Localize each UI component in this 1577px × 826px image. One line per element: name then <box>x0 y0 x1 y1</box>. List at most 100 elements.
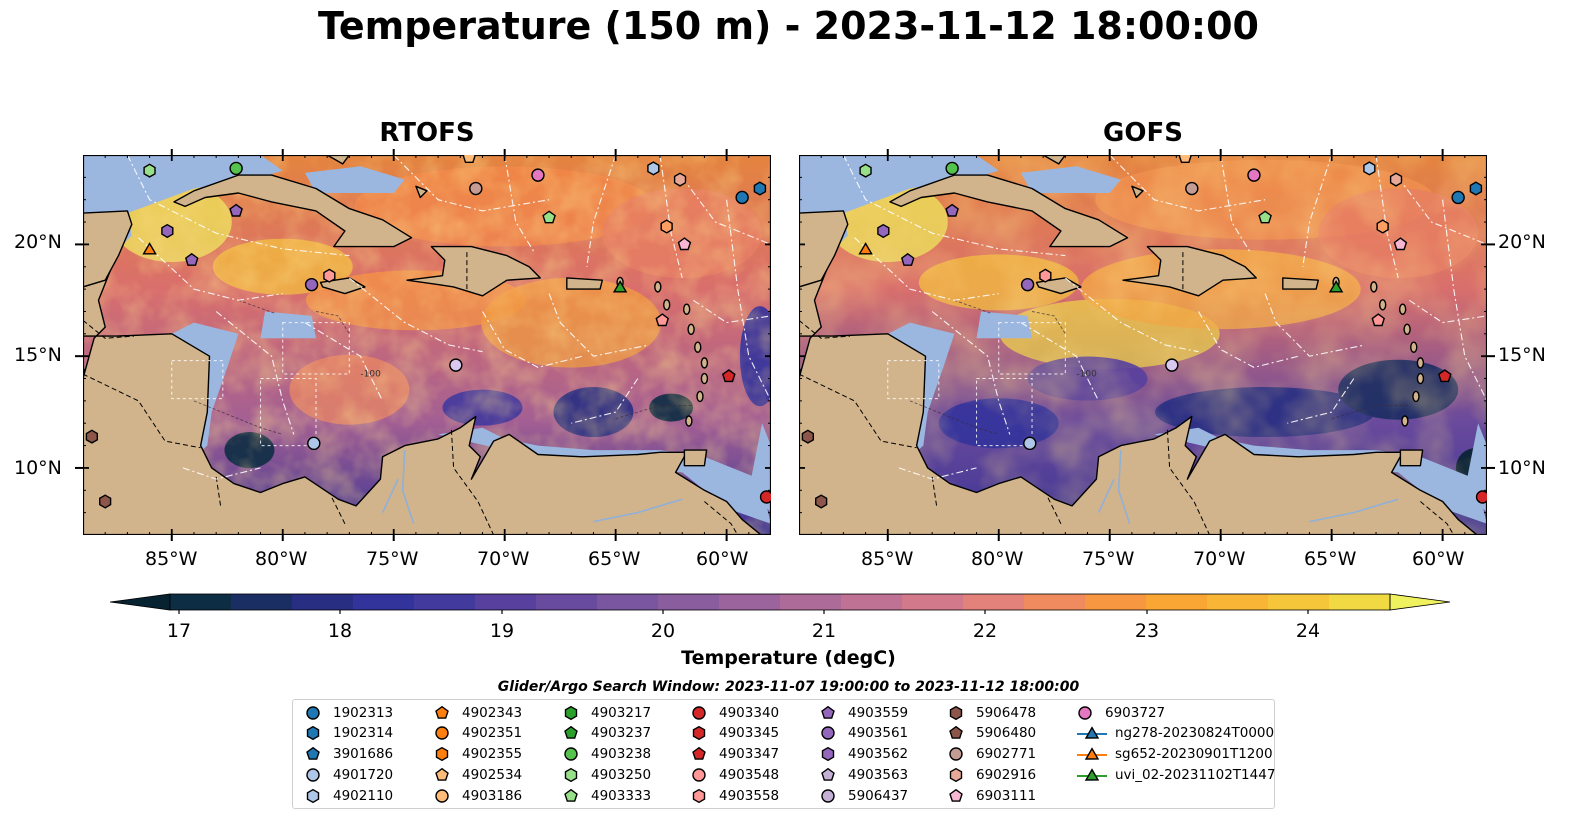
float-marker-4903238[interactable] <box>229 161 243 176</box>
float-markers <box>801 155 1487 509</box>
float-marker-4903345[interactable] <box>721 369 736 383</box>
legend-marker-pentagon-icon <box>564 726 578 740</box>
map-panel-gofs[interactable]: -100 <box>799 155 1487 535</box>
legend-entry: 4902355 <box>434 744 522 765</box>
colorbar-extend-max <box>1389 593 1451 611</box>
colorbar-tick-label: 17 <box>166 620 192 642</box>
legend-label: 1902314 <box>333 725 394 742</box>
legend-label: 4902343 <box>462 704 523 721</box>
lon-tick-label: 60°W <box>696 548 749 570</box>
float-marker-4903340[interactable] <box>759 490 771 504</box>
legend-label: 4903250 <box>591 766 652 783</box>
legend-entry: 4903186 <box>434 785 522 806</box>
float-marker-uvi_02-20231102T1447[interactable] <box>1328 280 1344 293</box>
float-marker-4903561[interactable] <box>1020 277 1035 292</box>
float-marker-1902313[interactable] <box>1451 190 1465 205</box>
float-marker-4903562[interactable] <box>161 223 174 239</box>
float-marker-5906437[interactable] <box>1165 358 1179 372</box>
float-marker-4902110[interactable] <box>1363 161 1376 176</box>
legend: 1902313 1902314 3901686 4901720 4902110 49023… <box>292 699 1275 809</box>
landmass <box>799 155 1487 535</box>
float-marker-4903238[interactable] <box>945 161 959 176</box>
legend-label: 4902351 <box>462 725 523 742</box>
float-marker-5906478[interactable] <box>801 429 815 444</box>
legend-label: 4903347 <box>719 746 780 763</box>
float-marker-uvi_02-20231102T1447[interactable] <box>612 280 628 293</box>
float-marker-4903558[interactable] <box>1039 268 1052 283</box>
legend-label: 5906478 <box>976 704 1037 721</box>
legend-marker-triangle-line-icon <box>1084 768 1100 781</box>
float-marker-6902771[interactable] <box>1185 181 1199 196</box>
legend-label: 6903111 <box>976 787 1037 804</box>
float-marker-5906480[interactable] <box>99 494 112 509</box>
float-marker-1902313[interactable] <box>735 190 749 205</box>
float-markers <box>85 155 771 509</box>
float-marker-1902314[interactable] <box>753 181 767 196</box>
lon-tick-label: 85°W <box>861 548 914 570</box>
colorbar-segment <box>597 594 659 610</box>
float-marker-4903333[interactable] <box>542 210 556 224</box>
float-marker-4903340[interactable] <box>1475 490 1487 504</box>
legend-marker-pentagon-icon <box>821 767 835 781</box>
legend-marker-hexagon-icon <box>564 767 578 782</box>
float-marker-5906437[interactable] <box>449 358 463 372</box>
float-marker-4903562[interactable] <box>877 223 890 239</box>
float-marker-3901686[interactable] <box>945 203 959 217</box>
float-marker-6903727[interactable] <box>531 168 545 182</box>
float-marker-4902355[interactable] <box>660 219 673 234</box>
colorbar-segment <box>1207 594 1269 610</box>
float-marker-4903347[interactable] <box>1371 313 1386 327</box>
legend-entry: 4901720 <box>305 764 393 785</box>
legend-marker-hexagon-icon <box>821 746 835 762</box>
legend-marker-hexagon-icon <box>306 788 320 803</box>
float-marker-4902534[interactable] <box>1178 155 1193 164</box>
float-marker-4901720[interactable] <box>1023 436 1037 451</box>
float-marker-6903111[interactable] <box>677 237 692 251</box>
depth-contours <box>909 299 1410 435</box>
legend-label: 4903340 <box>719 704 780 721</box>
legend-marker-circle-icon <box>306 768 320 782</box>
legend-entry: 5906437 <box>820 785 908 806</box>
float-marker-4903558[interactable] <box>323 268 336 283</box>
legend-label: 4903561 <box>848 725 909 742</box>
colorbar-segment <box>1268 594 1330 610</box>
legend-label: 5906437 <box>848 787 909 804</box>
float-marker-sg652-20230901T1200[interactable] <box>858 242 873 255</box>
float-marker-4903333[interactable] <box>1258 210 1272 224</box>
legend-marker-circle-icon <box>949 747 963 761</box>
float-marker-4901720[interactable] <box>307 436 321 451</box>
float-marker-4903250[interactable] <box>143 163 156 178</box>
float-marker-6903111[interactable] <box>1393 237 1408 251</box>
float-marker-6902916[interactable] <box>1389 172 1403 187</box>
float-marker-4903347[interactable] <box>655 313 670 327</box>
legend-marker-circle-icon <box>692 768 706 782</box>
lon-tick-label: 85°W <box>145 548 198 570</box>
float-marker-6902916[interactable] <box>673 172 687 187</box>
legend-entry: 4903548 <box>691 764 779 785</box>
map-panel-rtofs[interactable]: -100 <box>83 155 771 535</box>
float-marker-1902314[interactable] <box>1469 181 1483 196</box>
float-marker-3901686[interactable] <box>229 203 243 217</box>
float-marker-6902771[interactable] <box>469 181 483 196</box>
float-marker-4903250[interactable] <box>859 163 872 178</box>
float-marker-4903559[interactable] <box>900 252 915 266</box>
float-marker-4903345[interactable] <box>1437 369 1452 383</box>
colorbar-segment <box>414 594 476 610</box>
legend-label: 4901720 <box>333 766 394 783</box>
lon-tick-label: 65°W <box>588 548 641 570</box>
float-marker-4903559[interactable] <box>184 252 199 266</box>
float-marker-5906478[interactable] <box>85 429 99 444</box>
lon-tick-label: 75°W <box>366 548 419 570</box>
float-marker-4903561[interactable] <box>304 277 319 292</box>
colorbar-segment <box>1146 594 1208 610</box>
float-marker-6903727[interactable] <box>1247 168 1261 182</box>
float-marker-5906480[interactable] <box>815 494 828 509</box>
lat-tick-label: 20°N <box>14 231 62 253</box>
float-marker-sg652-20230901T1200[interactable] <box>142 242 157 255</box>
colorbar-extend-min <box>110 593 171 611</box>
float-marker-4902355[interactable] <box>1376 219 1389 234</box>
legend-entry: 6902771 <box>948 744 1036 765</box>
float-marker-4902534[interactable] <box>462 155 477 164</box>
float-marker-4902110[interactable] <box>647 161 660 176</box>
colorbar-tick-label: 22 <box>972 620 998 642</box>
